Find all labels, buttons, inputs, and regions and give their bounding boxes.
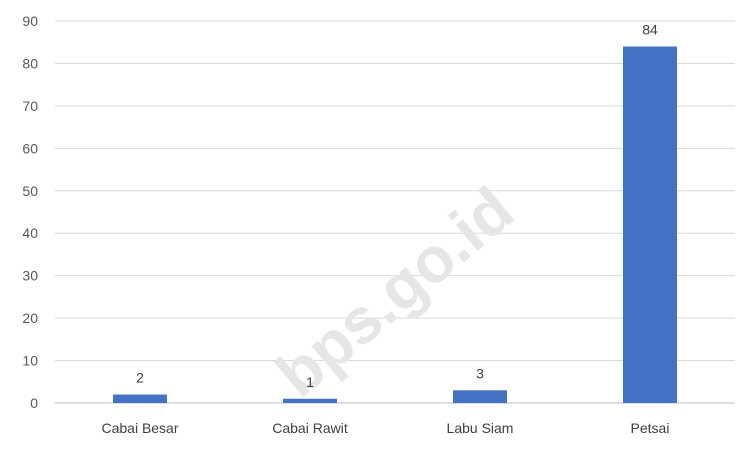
y-tick-label: 0 — [30, 395, 38, 411]
data-label: 84 — [642, 21, 658, 37]
bars — [113, 46, 677, 403]
y-tick-label: 60 — [22, 140, 38, 156]
y-tick-label: 40 — [22, 225, 38, 241]
x-tick-label: Labu Siam — [447, 420, 514, 436]
y-tick-label: 80 — [22, 55, 38, 71]
data-label: 2 — [136, 370, 144, 386]
y-tick-label: 10 — [22, 353, 38, 369]
x-tick-label: Petsai — [631, 420, 670, 436]
y-tick-label: 30 — [22, 268, 38, 284]
gridlines — [55, 20, 735, 404]
data-label: 3 — [476, 365, 484, 381]
y-tick-label: 50 — [22, 183, 38, 199]
x-axis: Cabai Besar Cabai Rawit Labu Siam Petsai — [101, 420, 669, 436]
bar — [113, 394, 167, 403]
y-axis: 0 10 20 30 40 50 60 70 80 90 — [22, 13, 38, 411]
y-tick-label: 20 — [22, 310, 38, 326]
bar — [283, 398, 337, 403]
x-tick-label: Cabai Rawit — [272, 420, 348, 436]
x-tick-label: Cabai Besar — [101, 420, 178, 436]
bar — [453, 390, 507, 403]
data-labels: 2 1 3 84 — [136, 21, 658, 389]
data-label: 1 — [306, 374, 314, 390]
y-tick-label: 90 — [22, 13, 38, 29]
bar — [623, 46, 677, 403]
y-tick-label: 70 — [22, 98, 38, 114]
